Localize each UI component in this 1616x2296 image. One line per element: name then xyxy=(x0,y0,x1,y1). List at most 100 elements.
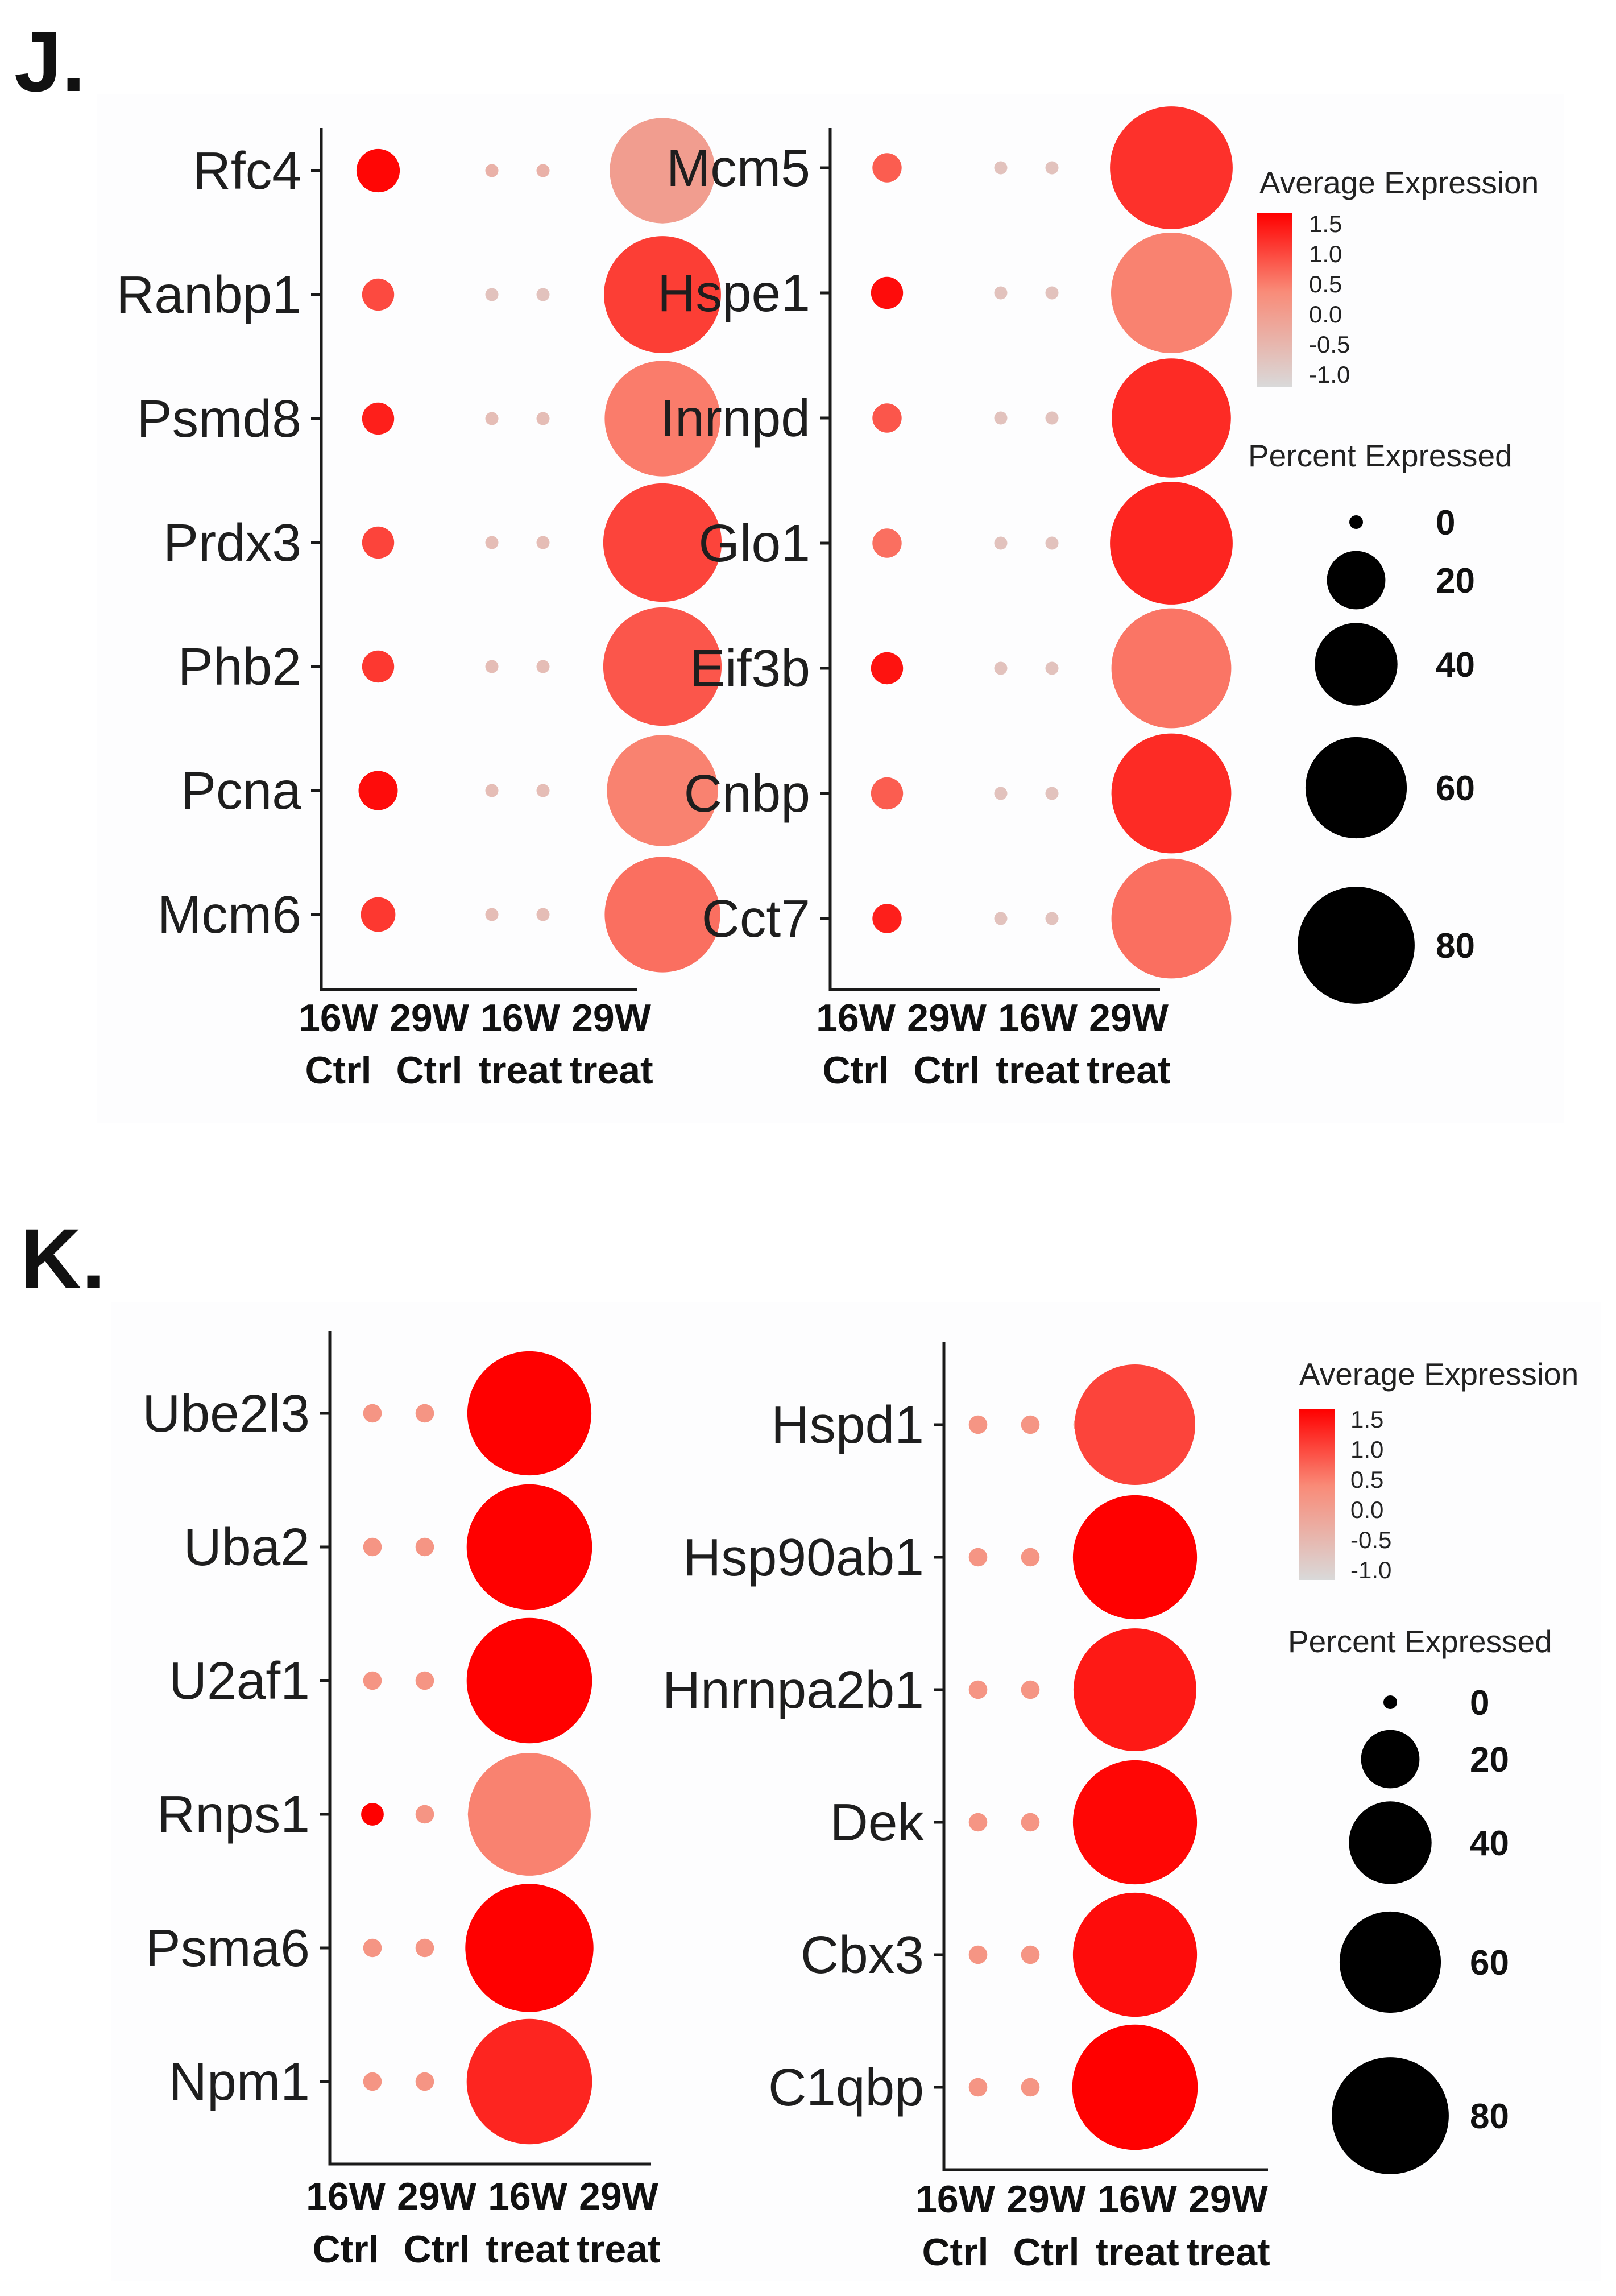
expression-dot xyxy=(872,904,902,933)
expression-dot xyxy=(1072,1892,1198,2017)
expression-dot xyxy=(363,1671,382,1690)
x-tick-label: 16W xyxy=(299,996,379,1040)
gene-label: Dek xyxy=(830,1793,925,1852)
size-key-dot xyxy=(1349,515,1363,529)
expression-dot xyxy=(872,528,902,558)
expression-dot xyxy=(968,2078,988,2097)
dot-plot: Hspd1 Hsp90ab1 Hnrnpa2b1 Dek Cbx3 C1qbp 16W Ctr… xyxy=(662,1342,1270,2274)
expression-dot xyxy=(536,908,550,921)
size-key-label: 40 xyxy=(1436,646,1475,685)
panel-k-size-legend: Percent Expressed 0 20 40 60 80 xyxy=(1288,1624,1552,2174)
size-key-dot xyxy=(1305,737,1407,839)
gene-label: Ube2l3 xyxy=(142,1384,310,1443)
expression-dot xyxy=(604,857,720,973)
expression-dot xyxy=(1074,1628,1196,1751)
expression-dot xyxy=(1072,2024,1198,2150)
expression-dot xyxy=(604,236,721,353)
expression-dot xyxy=(536,288,550,301)
expression-dot xyxy=(485,784,499,797)
x-tick-label: 29W xyxy=(571,996,652,1040)
expression-dot xyxy=(1110,106,1233,229)
gene-label: Uba2 xyxy=(184,1517,310,1577)
expression-dot xyxy=(485,660,499,673)
size-key-label: 80 xyxy=(1436,926,1475,966)
gene-label: Hspd1 xyxy=(771,1395,924,1454)
gene-label: Pcna xyxy=(181,761,301,820)
x-tick-label: treat xyxy=(486,2228,569,2271)
x-tick-label: 16W xyxy=(306,2175,386,2218)
dot-plot: Rfc4 Ranbp1 Psmd8 Prdx3 Phb2 Pcna Mcm6 16W Ctrl 2… xyxy=(116,118,722,1092)
color-tick: -1.0 xyxy=(1309,361,1350,388)
color-tick: 0.0 xyxy=(1309,301,1342,328)
x-tick-label: Ctrl xyxy=(396,1049,462,1092)
expression-dot xyxy=(1075,1364,1195,1485)
size-key-dot xyxy=(1332,2057,1449,2174)
x-tick-label: treat xyxy=(577,2228,660,2271)
expression-dot xyxy=(603,607,722,726)
size-key-dot xyxy=(1361,1730,1420,1789)
expression-dot xyxy=(968,1945,988,1964)
expression-dot xyxy=(362,278,395,311)
x-tick-label: 29W xyxy=(1089,996,1169,1040)
expression-dot xyxy=(1072,1495,1198,1620)
expression-dot xyxy=(968,1680,988,1699)
color-tick: 0.5 xyxy=(1309,271,1342,297)
color-tick: 1.0 xyxy=(1350,1436,1383,1463)
expression-dot xyxy=(362,402,395,435)
gene-label: C1qbp xyxy=(768,2058,924,2117)
x-tick-label: 29W xyxy=(907,996,987,1040)
gene-label: U2af1 xyxy=(169,1651,310,1710)
expression-dot xyxy=(466,2018,592,2145)
expression-dot xyxy=(871,652,904,685)
x-tick-label: Ctrl xyxy=(913,1049,980,1092)
expression-dot xyxy=(1021,1548,1040,1567)
gene-label: Prdx3 xyxy=(163,513,301,572)
gene-label: Ranbp1 xyxy=(116,265,301,324)
expression-dot xyxy=(1045,661,1059,675)
size-key-dot xyxy=(1383,1695,1397,1709)
gene-label: Glo1 xyxy=(699,514,810,573)
expression-dot xyxy=(363,1404,382,1423)
expression-dot xyxy=(1110,482,1233,605)
expression-dot xyxy=(415,1537,434,1557)
color-legend-title: Average Expression xyxy=(1259,165,1539,200)
expression-dot xyxy=(1111,233,1232,353)
size-key-dot xyxy=(1327,551,1386,610)
color-bar xyxy=(1299,1409,1335,1580)
x-tick-label: Ctrl xyxy=(403,2228,470,2271)
expression-dot xyxy=(871,276,904,309)
expression-dot xyxy=(415,1404,434,1423)
expression-dot xyxy=(467,1351,592,1476)
expression-dot xyxy=(363,1537,382,1557)
expression-dot xyxy=(1021,1415,1040,1434)
expression-dot xyxy=(466,1484,592,1610)
x-tick-label: 16W xyxy=(915,2178,996,2221)
x-tick-label: treat xyxy=(996,1049,1079,1092)
size-key-label: 60 xyxy=(1470,1943,1509,1983)
size-key-label: 60 xyxy=(1436,769,1475,808)
plot-axes xyxy=(828,128,1160,991)
plot-axes xyxy=(942,1342,1268,2171)
size-key-label: 0 xyxy=(1436,503,1455,543)
expression-dot xyxy=(356,148,400,193)
color-tick: 1.0 xyxy=(1309,241,1342,267)
expression-dot xyxy=(994,912,1008,925)
x-tick-label: 16W xyxy=(1097,2178,1178,2221)
expression-dot xyxy=(871,777,904,810)
expression-dot xyxy=(1112,358,1231,478)
x-tick-label: 29W xyxy=(390,996,470,1040)
expression-dot xyxy=(358,771,398,810)
gene-label: Cnbp xyxy=(684,764,810,823)
expression-dot xyxy=(1045,286,1059,300)
expression-dot xyxy=(415,1671,434,1690)
x-tick-label: 16W xyxy=(816,996,896,1040)
expression-dot xyxy=(1111,608,1232,729)
x-tick-label: 29W xyxy=(397,2175,477,2218)
expression-dot xyxy=(603,483,722,602)
gene-label: Mcm6 xyxy=(158,885,301,944)
x-tick-label: treat xyxy=(478,1049,562,1092)
expression-dot xyxy=(536,164,550,177)
expression-dot xyxy=(415,1938,434,1958)
expression-dot xyxy=(536,660,550,673)
